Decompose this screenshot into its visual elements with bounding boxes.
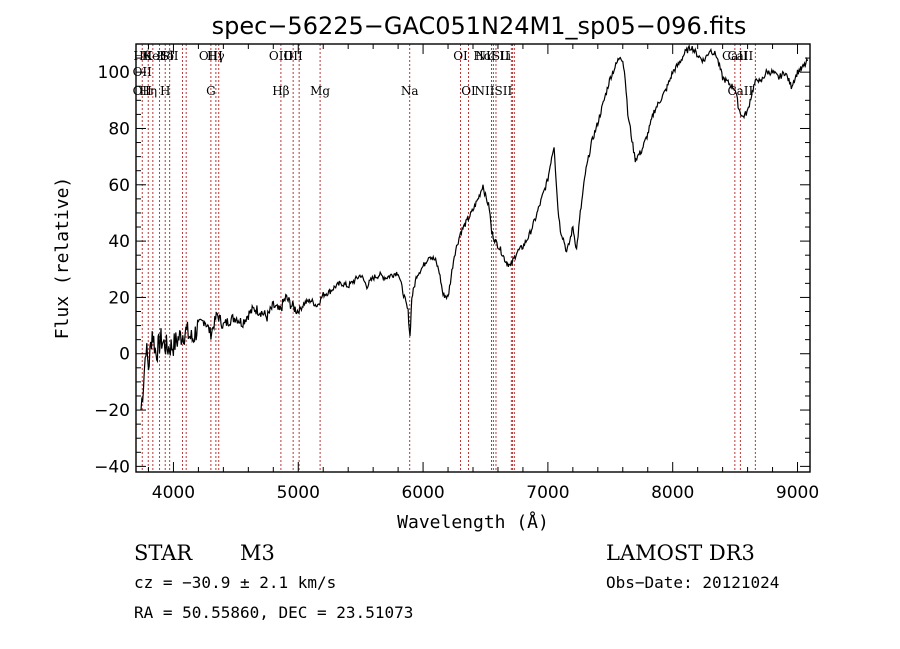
line-marker-label: OI <box>461 84 476 98</box>
line-marker-label: Hγ <box>207 49 225 63</box>
chart-title: spec−56225−GAC051N24M1_sp05−096.fits <box>212 12 747 40</box>
flux-series-line <box>140 44 809 411</box>
line-marker-label: Hη <box>139 84 157 98</box>
line-marker-label: Mg <box>310 84 330 98</box>
line-marker-label: NIISII <box>475 84 513 98</box>
line-marker-label: Hθ <box>133 49 151 63</box>
line-marker-label: CaII <box>727 84 753 98</box>
line-marker-label: HαSII <box>473 49 510 63</box>
line-marker-label: HeI <box>142 49 165 63</box>
line-marker-label: Na <box>401 84 419 98</box>
line-marker-label: OII <box>133 84 153 98</box>
y-axis-ticks: −40 −20 0 20 40 60 80 100 <box>94 43 810 477</box>
y-tick-label: 100 <box>98 63 130 83</box>
y-tick-label: 40 <box>108 232 130 252</box>
line-marker-label: OII <box>283 49 303 63</box>
redshift-text: cz = −30.9 ± 2.1 km/s <box>134 573 336 592</box>
line-marker-label: CaII <box>722 49 748 63</box>
line-marker-label: CaII <box>727 49 753 63</box>
y-tick-label: −40 <box>94 457 130 477</box>
line-marker-label: OIII <box>199 49 223 63</box>
object-subclass: M3 <box>240 541 275 565</box>
line-marker-label: Hδ <box>156 49 174 63</box>
line-markers <box>141 44 756 472</box>
coordinates-text: RA = 50.55860, DEC = 23.51073 <box>134 603 413 622</box>
line-marker-label: SII <box>161 49 179 63</box>
y-axis-label: Flux (relative) <box>52 177 73 340</box>
line-marker-label: H <box>160 84 170 98</box>
line-marker-label: OIII <box>269 49 293 63</box>
y-tick-label: 60 <box>108 176 130 196</box>
line-marker-label: K <box>144 49 154 63</box>
line-marker-label: G <box>206 84 216 98</box>
x-tick-label: 8000 <box>651 483 694 503</box>
y-tick-label: 80 <box>108 119 130 139</box>
x-tick-label: 9000 <box>776 483 819 503</box>
object-class: STAR <box>134 541 193 565</box>
x-tick-label: 7000 <box>526 483 569 503</box>
x-axis-ticks: 4000 5000 6000 7000 8000 9000 <box>147 44 819 503</box>
y-tick-label: −20 <box>94 401 130 421</box>
y-tick-label: 20 <box>108 288 130 308</box>
x-tick-label: 5000 <box>277 483 320 503</box>
line-marker-label: OI <box>453 49 468 63</box>
line-marker-label: NII Li <box>476 49 512 63</box>
x-axis-label: Wavelength (Å) <box>397 511 549 533</box>
survey-name: LAMOST DR3 <box>606 541 755 565</box>
obs-date: Obs−Date: 20121024 <box>606 573 779 592</box>
y-tick-label: 0 <box>119 345 130 365</box>
x-tick-label: 4000 <box>152 483 195 503</box>
x-tick-label: 6000 <box>401 483 444 503</box>
line-marker-label: Hβ <box>272 84 289 98</box>
plot-frame <box>135 43 811 473</box>
